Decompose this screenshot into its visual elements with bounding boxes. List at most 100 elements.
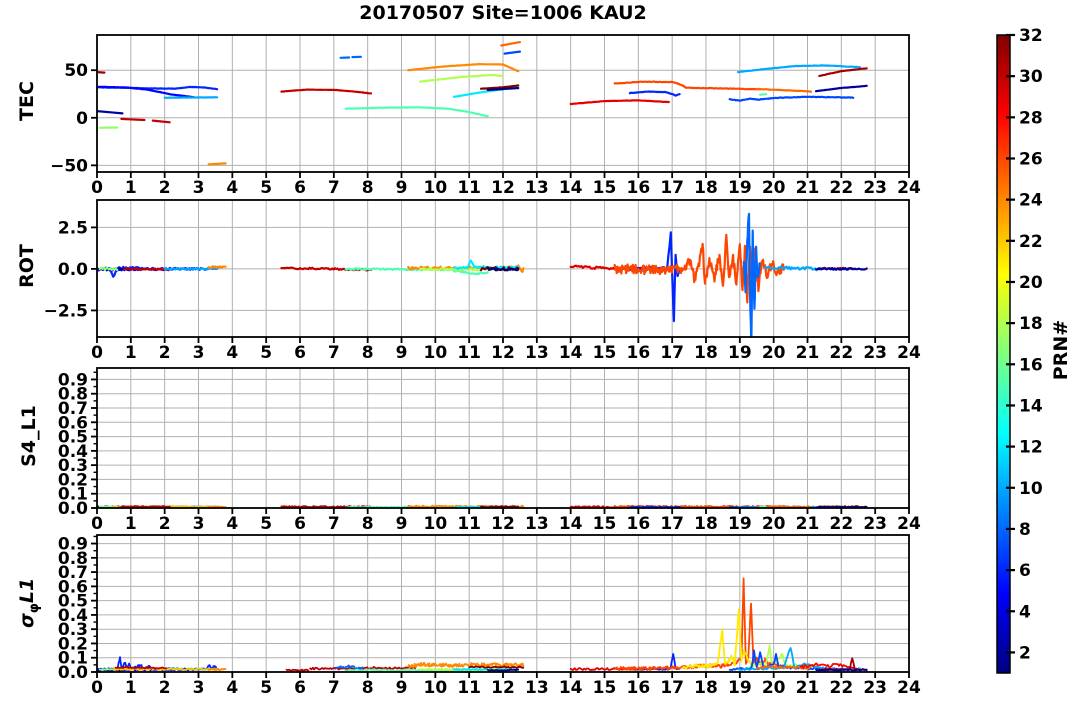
series-prn-1	[486, 87, 520, 92]
x-axis: 0 1 2 3 4 5 6 7 8 9 10 11 12 13 14 15 16 17 18 19 20 21 22 23 24	[91, 508, 921, 534]
series-prn-28	[799, 662, 856, 671]
series-prn-1	[486, 266, 520, 272]
x-tick-label: 5	[260, 178, 272, 198]
y-tick-label: 0.8	[58, 385, 88, 405]
x-tick-label: 22	[829, 678, 853, 698]
y-axis: 0.00.10.20.30.40.50.60.70.80.9	[58, 535, 97, 683]
x-tick-label: 0	[91, 514, 103, 534]
x-tick-label: 24	[897, 178, 921, 198]
x-tick-label: 13	[525, 178, 549, 198]
x-tick-label: 14	[559, 514, 583, 534]
x-tick-label: 18	[694, 678, 718, 698]
x-tick-label: 19	[728, 178, 752, 198]
y-tick-label: 0.9	[58, 535, 88, 555]
x-tick-label: 18	[694, 178, 718, 198]
y-tick-label: 0.9	[58, 370, 88, 390]
ylabel-rot: ROT	[16, 244, 38, 288]
series-prn-6	[628, 90, 681, 97]
x-tick-label: 23	[863, 178, 887, 198]
x-axis: 0 1 2 3 4 5 6 7 8 9 10 11 12 13 14 15 16 17 18 19 20 21 22 23 24	[91, 172, 921, 198]
y-tick-label: 0.0	[58, 499, 88, 519]
ylabel-sigma-phi-l1: σφL1	[16, 577, 42, 629]
x-tick-label: 15	[593, 343, 617, 363]
series-prn-30	[280, 88, 373, 95]
series-prn-32	[468, 665, 525, 669]
x-tick-label: 12	[491, 678, 515, 698]
colorbar-gradient	[997, 35, 1010, 673]
series-prn-25	[755, 665, 812, 670]
colorbar-tick-label: 28	[1019, 108, 1043, 128]
x-tick-label: 14	[559, 343, 583, 363]
x-tick-label: 4	[226, 343, 238, 363]
x-tick-label: 11	[457, 514, 481, 534]
x-tick-label: 2	[159, 678, 171, 698]
series-prn-32	[479, 84, 520, 90]
x-tick-label: 15	[593, 178, 617, 198]
x-tick-label: 2	[159, 514, 171, 534]
x-tick-label: 21	[796, 178, 820, 198]
x-tick-label: 17	[660, 178, 684, 198]
series-prn-7	[728, 95, 855, 102]
colorbar-tick-label: 2	[1019, 643, 1031, 663]
grid	[96, 368, 910, 509]
page-title: 20170507 Site=1006 KAU2	[359, 2, 647, 24]
y-tick-label: 0.3	[58, 620, 88, 640]
series-group	[97, 577, 868, 672]
x-tick-label: 19	[728, 343, 752, 363]
x-tick-label: 12	[491, 514, 515, 534]
series-prn-17	[98, 266, 119, 272]
x-tick-label: 22	[829, 343, 853, 363]
colorbar-tick-label: 26	[1019, 149, 1043, 169]
series-prn-15	[344, 267, 489, 276]
y-tick-label: 0.0	[58, 260, 88, 280]
series-prn-1	[486, 668, 520, 672]
x-tick-label: 21	[796, 514, 820, 534]
ylabel-tec: TEC	[16, 81, 38, 121]
series-prn-7	[503, 50, 521, 55]
series-group	[97, 212, 868, 337]
series-prn-30	[151, 119, 171, 124]
x-tick-label: 1	[125, 178, 137, 198]
x-tick-label: 8	[362, 343, 374, 363]
x-tick-label: 6	[294, 178, 306, 198]
x-tick-label: 23	[863, 343, 887, 363]
x-tick-label: 20	[762, 178, 786, 198]
colorbar-tick-label: 10	[1019, 479, 1043, 499]
series-prn-24	[207, 667, 227, 671]
x-tick-label: 8	[362, 514, 374, 534]
x-tick-label: 13	[525, 514, 549, 534]
colorbar-tick-label: 20	[1019, 273, 1043, 293]
x-tick-label: 15	[593, 514, 617, 534]
x-tick-label: 2	[159, 343, 171, 363]
x-tick-label: 6	[294, 343, 306, 363]
series-prn-2	[814, 267, 868, 271]
x-tick-label: 8	[362, 178, 374, 198]
x-tick-label: 18	[694, 514, 718, 534]
series-prn-15	[344, 106, 489, 118]
series-prn-2	[97, 110, 124, 115]
x-axis: 0 1 2 3 4 5 6 7 8 9 10 11 12 13 14 15 16 17 18 19 20 21 22 23 24	[91, 337, 921, 363]
y-tick-label: 0.6	[58, 413, 88, 433]
y-axis: −50 0 50	[50, 61, 97, 176]
series-prn-2	[814, 84, 868, 93]
y-tick-label: 0.3	[58, 456, 88, 476]
series-prn-15	[759, 93, 768, 96]
y-tick-label: 0.6	[58, 577, 88, 597]
y-tick-label: 0.5	[58, 592, 88, 612]
x-tick-label: 24	[897, 343, 921, 363]
colorbar-tick-label: 12	[1019, 438, 1043, 458]
x-tick-label: 22	[829, 178, 853, 198]
series-prn-15	[759, 505, 768, 508]
series-prn-30	[120, 267, 171, 272]
x-tick-label: 15	[593, 678, 617, 698]
x-tick-label: 16	[626, 178, 650, 198]
colorbar-label: PRN#	[1050, 319, 1072, 381]
series-prn-26	[613, 80, 762, 91]
y-tick-label: 50	[64, 61, 88, 81]
grid	[96, 35, 910, 172]
x-tick-label: 10	[423, 678, 447, 698]
series-group	[97, 41, 868, 166]
x-tick-label: 21	[796, 343, 820, 363]
